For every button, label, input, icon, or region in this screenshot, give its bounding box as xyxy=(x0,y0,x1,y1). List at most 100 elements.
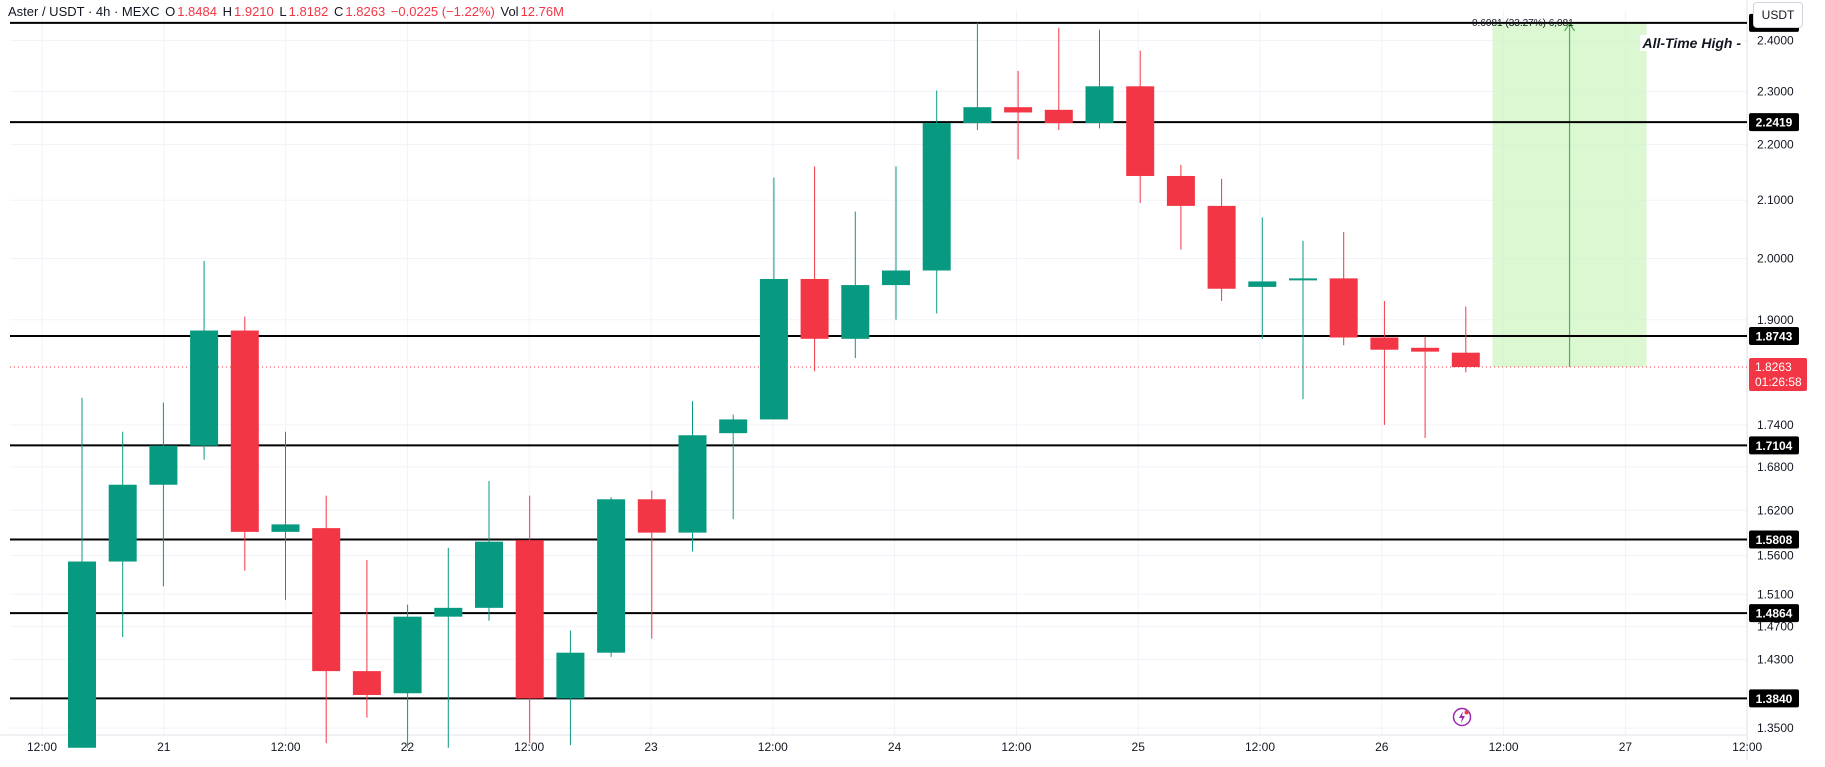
candle-body xyxy=(434,607,463,617)
low-value: 1.8182 xyxy=(288,4,329,19)
candle xyxy=(1085,29,1114,129)
candle-body xyxy=(637,499,666,533)
candles xyxy=(68,22,1480,748)
candle-body xyxy=(556,652,585,699)
close-label: C xyxy=(334,4,344,19)
time-tick-label: 12:00 xyxy=(271,740,301,754)
candle-body xyxy=(1004,107,1033,113)
price-tick-label: 2.4000 xyxy=(1757,34,1794,48)
candle xyxy=(1207,178,1236,302)
candle xyxy=(271,431,300,600)
candle xyxy=(963,22,992,131)
time-tick-label: 12:00 xyxy=(27,740,57,754)
candle-body xyxy=(1166,175,1195,206)
price-tick-label: 1.4300 xyxy=(1757,652,1794,666)
candle-body xyxy=(230,330,259,532)
candle xyxy=(922,90,951,314)
candle-body xyxy=(1207,205,1236,289)
candle-body xyxy=(108,484,137,562)
price-tick-label: 1.5100 xyxy=(1757,587,1794,601)
candle-body xyxy=(1370,337,1399,350)
price-tick-label: 1.3500 xyxy=(1757,721,1794,735)
candle-body xyxy=(597,499,626,653)
volume-value: 12.76M xyxy=(520,4,564,19)
price-tick-label: 2.0000 xyxy=(1757,251,1794,265)
time-tick-label: 12:00 xyxy=(1489,740,1519,754)
level-label: 1.7104 xyxy=(1756,439,1793,453)
level-label: 1.3840 xyxy=(1756,692,1793,706)
current-price-label: 1.8263 xyxy=(1755,360,1792,374)
level-label-bg xyxy=(1749,604,1799,623)
candle xyxy=(1004,70,1033,160)
candle-body xyxy=(1044,109,1073,124)
measure-label: 0.6081 (33.27%) 6,081 xyxy=(1472,18,1574,29)
candle-body xyxy=(678,435,707,533)
price-tick-label: 2.2000 xyxy=(1757,138,1794,152)
candle-body xyxy=(800,278,829,339)
candle xyxy=(190,260,219,460)
ohlc-legend: Aster / USDT · 4h · MEXC O 1.8484 H 1.9210… xyxy=(8,4,566,19)
high-value: 1.9210 xyxy=(234,4,274,19)
level-label: 1.8743 xyxy=(1756,330,1793,344)
candle-body xyxy=(1289,278,1317,281)
countdown-label: 01:26:58 xyxy=(1755,375,1802,389)
time-tick-label: 12:00 xyxy=(1001,740,1031,754)
candle xyxy=(68,397,96,748)
candle xyxy=(637,490,666,639)
candle-body xyxy=(1329,278,1358,338)
price-tick-label: 1.4700 xyxy=(1757,619,1794,633)
candle xyxy=(475,481,503,621)
candle xyxy=(719,414,748,520)
candle xyxy=(597,497,626,657)
candle-body xyxy=(963,107,992,124)
candle-body xyxy=(841,285,870,339)
close-value: 1.8263 xyxy=(345,4,386,19)
candle-body xyxy=(68,561,96,748)
symbol-label[interactable]: Aster / USDT · 4h · MEXC xyxy=(8,4,160,19)
current-price-tag xyxy=(1749,358,1807,392)
candle xyxy=(1166,164,1195,250)
candle-body xyxy=(1411,347,1440,352)
candle xyxy=(393,604,422,748)
open-value: 1.8484 xyxy=(177,4,217,19)
candle-body xyxy=(719,419,748,434)
candle-body xyxy=(882,270,910,286)
candle xyxy=(1329,231,1358,346)
level-label: 1.5808 xyxy=(1756,533,1793,547)
candle xyxy=(149,402,178,587)
candle xyxy=(1370,301,1399,425)
candle-body xyxy=(1451,352,1480,368)
level-label-bg xyxy=(1749,436,1799,455)
candle xyxy=(108,431,137,638)
high-label: H xyxy=(222,4,232,19)
candle-body xyxy=(922,123,951,271)
price-tick-label: 1.9000 xyxy=(1757,313,1794,327)
time-tick-label: 26 xyxy=(1375,740,1389,754)
candle xyxy=(352,559,381,718)
price-tick-label: 1.6800 xyxy=(1757,460,1794,474)
candle xyxy=(434,547,463,748)
price-tick-label: 1.6200 xyxy=(1757,503,1794,517)
all-time-high-label: All-Time High - xyxy=(1640,35,1743,51)
candle-body xyxy=(515,540,544,699)
lightning-icon[interactable] xyxy=(1452,707,1472,727)
price-tick-label: 1.5600 xyxy=(1757,548,1794,562)
candle-body xyxy=(352,671,381,695)
candle-body xyxy=(1126,86,1155,176)
time-tick-label: 12:00 xyxy=(1732,740,1762,754)
change-value: −0.0225 (−1.22%) xyxy=(390,4,495,19)
price-tick-label: 1.7400 xyxy=(1757,418,1794,432)
candle xyxy=(841,211,870,359)
time-tick-label: 21 xyxy=(157,740,171,754)
volume-label: Vol xyxy=(500,4,519,19)
level-label-bg xyxy=(1749,327,1799,346)
candle xyxy=(1248,217,1277,339)
time-tick-label: 12:00 xyxy=(1245,740,1275,754)
level-label: 2.2419 xyxy=(1756,116,1793,130)
candle-body xyxy=(759,278,788,420)
currency-selector[interactable]: USDT xyxy=(1753,2,1803,28)
candle-body xyxy=(393,616,422,694)
candle-body xyxy=(149,445,178,485)
price-tick-label: 2.1000 xyxy=(1757,193,1794,207)
